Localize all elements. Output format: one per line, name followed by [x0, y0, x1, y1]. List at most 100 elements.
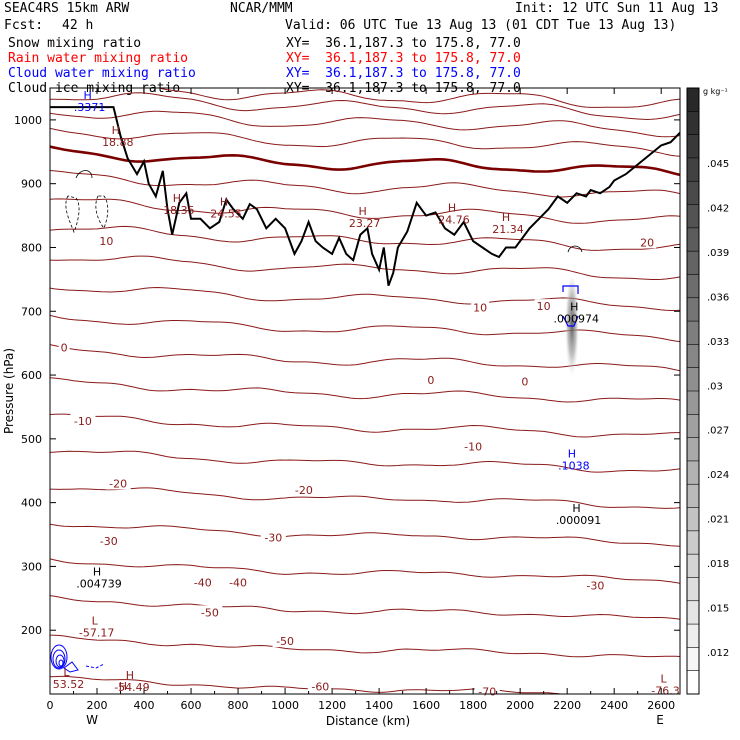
colorbar-swatch	[687, 134, 699, 159]
colorbar-label: .015	[707, 604, 729, 615]
colorbar-swatch	[687, 507, 699, 532]
colorbar-frame	[686, 87, 700, 695]
colorbar-swatch	[687, 344, 699, 368]
valid-time: Valid: 06 UTC Tue 13 Aug 13 (01 CDT Tue …	[285, 18, 677, 33]
isotherm-m75	[50, 634, 680, 658]
isotherm-m20	[50, 255, 680, 280]
contour-label-bg	[425, 373, 437, 387]
contour-label: -30	[586, 580, 604, 593]
x-tick-label: 1800	[459, 699, 487, 712]
colorbar-label: .039	[707, 248, 729, 259]
model-name: SEAC4RS 15km ARW	[4, 1, 130, 16]
colorbar-label: .042	[707, 203, 729, 214]
colorbar-swatch	[687, 624, 699, 648]
contour-label: 0	[61, 342, 68, 355]
contour-label: -20	[295, 484, 313, 497]
snow-mixing-contours	[65, 170, 583, 253]
extremum-value: -57.17	[79, 626, 114, 639]
extremum-kind: H	[93, 565, 101, 578]
extremum-value: .3371	[74, 101, 106, 114]
legend-cloudwater-xy: XY= 36.1,187.3 to 175.8, 77.0	[286, 66, 521, 81]
contour-label-bg	[638, 235, 657, 249]
extremum-value: 18.35	[163, 204, 195, 217]
colorbar-swatch	[687, 274, 699, 299]
colorbar-label: .036	[707, 292, 729, 303]
y-tick-label: 400	[21, 497, 42, 510]
east-endpoint-label: E	[656, 713, 664, 727]
extremum-kind: L	[92, 614, 99, 627]
isotherm-m60	[50, 523, 680, 547]
x-tick-label: 1200	[318, 699, 346, 712]
legend-snow-xy: XY= 36.1,187.3 to 175.8, 77.0	[286, 36, 521, 51]
x-axis-label: Distance (km)	[326, 714, 410, 728]
isotherm-m55	[50, 487, 680, 509]
isotherm-m10	[50, 198, 680, 224]
colorbar-label: .012	[707, 648, 729, 659]
rain-mixing-ratio-shading	[565, 278, 579, 382]
contour-label-bg	[272, 634, 298, 648]
extremum-value: 23.27	[349, 217, 381, 230]
colorbar-swatch	[687, 204, 699, 229]
extremum-value: 53.52	[53, 678, 85, 691]
colorbar-swatch	[687, 577, 699, 602]
colorbar-swatch	[687, 181, 699, 205]
colorbar-swatch	[687, 88, 699, 112]
extremum-kind: H	[126, 669, 134, 682]
colorbar-swatch	[687, 391, 699, 415]
contour-label-bg	[471, 300, 490, 314]
x-tick-label: 2200	[553, 699, 581, 712]
extremum-value: 24.76	[438, 214, 470, 227]
extremum-kind: H	[112, 124, 120, 137]
extremum-value: .000091	[556, 514, 602, 527]
isotherm-15	[50, 92, 680, 121]
extremum-kind: L	[63, 666, 70, 679]
extremum-value: 21.34	[492, 223, 524, 236]
organization: NCAR/MMM	[230, 1, 293, 16]
isotherm-0	[50, 145, 680, 177]
contour-label: -30	[264, 532, 282, 545]
contour-label-bg	[260, 530, 286, 544]
x-tick-label: 2600	[647, 699, 675, 712]
contour-label-bg	[97, 234, 116, 248]
contour-label: -40	[229, 576, 247, 589]
contour-label-bg	[519, 374, 531, 388]
contour-label-bg	[197, 605, 223, 619]
contour-label-bg	[307, 679, 333, 693]
contour-label: 0	[521, 375, 528, 388]
y-tick-label: 1000	[14, 114, 42, 127]
contour-label: -40	[194, 576, 212, 589]
x-tick-label: 1600	[412, 699, 440, 712]
colorbar-swatch	[687, 111, 699, 135]
colorbar: .045 .042 .039 .036 .033 .03 .027 .024 .021 .018.…	[686, 87, 729, 695]
extremum-kind: H	[119, 680, 127, 693]
contour-label-bg	[582, 578, 608, 592]
isotherm-m50	[50, 450, 680, 473]
x-tick-label: 400	[134, 699, 155, 712]
colorbar-swatch	[687, 530, 699, 555]
contour-label: 20	[640, 236, 654, 249]
extremum-kind: H	[502, 211, 510, 224]
contour-label-bg	[190, 575, 216, 589]
x-tick-label: 1400	[365, 699, 393, 712]
colorbar-label: .033	[707, 337, 729, 348]
x-axis: 0 200 400 600 800 1000 1200 1400 1600 1800 2000 220…	[47, 88, 675, 712]
isotherm-m15	[50, 225, 680, 251]
extremum-value: .1038	[558, 459, 590, 472]
colorbar-label: .045	[707, 159, 729, 170]
x-tick-label: 600	[181, 699, 202, 712]
x-tick-label: 800	[228, 699, 249, 712]
y-axis-label: Pressure (hPa)	[2, 348, 16, 434]
colorbar-swatch	[687, 251, 699, 275]
legend-rain-label: Rain water mixing ratio	[8, 51, 189, 66]
extremum-kind: H	[173, 192, 181, 205]
forecast-label: Fcst:	[4, 18, 44, 33]
contour-label: -50	[276, 635, 294, 648]
contour-label-bg	[96, 533, 122, 547]
colorbar-swatch	[687, 647, 699, 671]
colorbar-unit: g kg⁻¹	[703, 87, 728, 96]
colorbar-label: .018	[707, 559, 729, 570]
y-tick-label: 800	[21, 241, 42, 254]
x-tick-label: 200	[87, 699, 108, 712]
